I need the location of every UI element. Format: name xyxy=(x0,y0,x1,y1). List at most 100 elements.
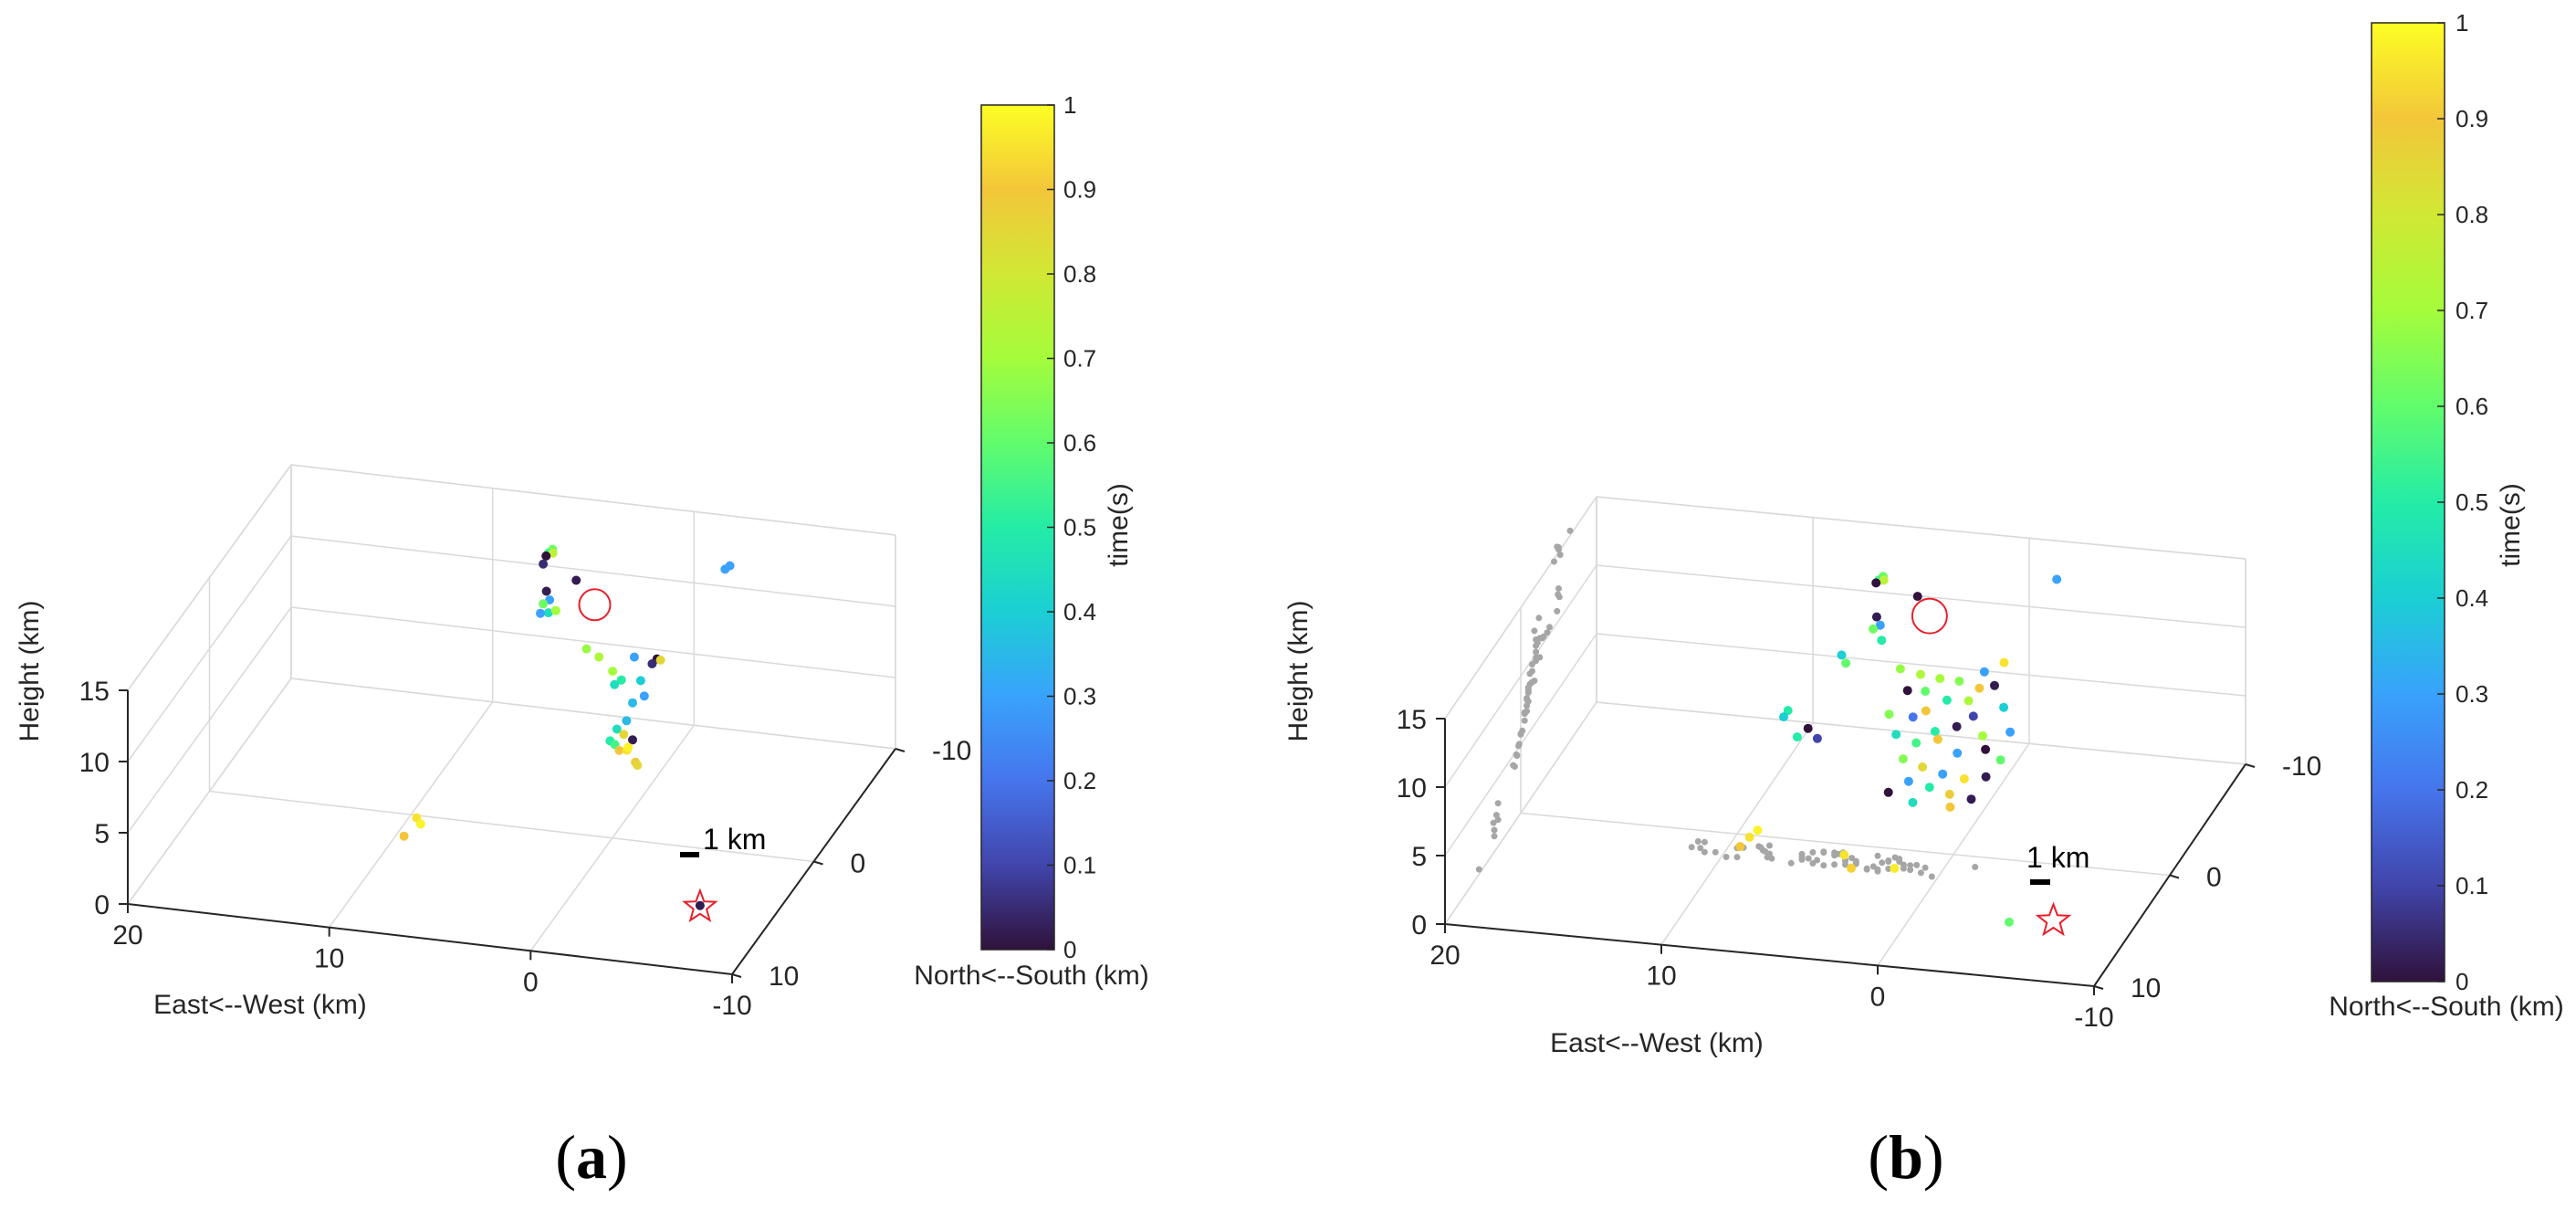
data-point xyxy=(1779,712,1788,722)
z-tick-label: 10 xyxy=(1397,773,1427,804)
z-axis-label: Height (km) xyxy=(15,600,45,741)
y-tick-label: 0 xyxy=(2206,863,2222,893)
data-point xyxy=(1908,712,1918,722)
z-tick-label: 5 xyxy=(1411,842,1427,872)
data-point xyxy=(1912,592,1922,602)
data-point xyxy=(612,724,622,734)
colorbar xyxy=(2371,22,2445,983)
projection-point-wall xyxy=(1531,627,1538,635)
projection-point-wall xyxy=(1494,816,1502,824)
data-point xyxy=(539,559,549,569)
y-axis-label: North<--South (km) xyxy=(914,961,1149,991)
data-point xyxy=(655,655,665,665)
data-point xyxy=(1803,723,1813,733)
projection-point-wall xyxy=(1533,654,1540,661)
projection-point-wall xyxy=(1490,819,1497,826)
projection-point-floor xyxy=(1733,854,1741,861)
data-point xyxy=(581,644,592,654)
colorbar-label: time(s) xyxy=(2496,483,2526,567)
data-point xyxy=(1953,748,1963,758)
x-axis-line xyxy=(127,903,733,975)
marker-star xyxy=(2035,901,2072,937)
projection-point-wall xyxy=(1524,702,1531,709)
projection-point-floor xyxy=(1766,842,1773,849)
panel-label: (a) xyxy=(555,1122,627,1192)
data-point xyxy=(1847,863,1856,873)
y-tick-label: -10 xyxy=(2282,751,2321,782)
colorbar-tick-label: 0.6 xyxy=(2456,393,2488,420)
projection-point-floor xyxy=(1712,848,1719,856)
colorbar-tick-label: 0 xyxy=(1063,936,1076,963)
data-point xyxy=(1979,667,1989,677)
projection-point-floor xyxy=(1972,864,1979,870)
projection-point-wall xyxy=(1491,833,1498,840)
projection-point-wall xyxy=(1554,607,1561,615)
y-tick-label: 10 xyxy=(2131,973,2161,1004)
data-point xyxy=(1963,696,1974,706)
projection-point-wall xyxy=(1524,696,1531,703)
data-point xyxy=(622,716,632,726)
projection-point-floor xyxy=(1809,849,1817,856)
data-point xyxy=(1952,721,1962,731)
data-point xyxy=(1916,669,1925,679)
data-point xyxy=(1871,612,1881,622)
data-point xyxy=(1995,755,2005,765)
data-point xyxy=(647,659,657,668)
projection-point-floor xyxy=(1913,861,1921,868)
y-axis-label: North<--South (km) xyxy=(2329,992,2564,1022)
y-tick-mark xyxy=(2245,763,2256,768)
data-point xyxy=(628,698,637,708)
data-point xyxy=(614,745,624,755)
projection-point-floor xyxy=(1697,845,1704,852)
data-point xyxy=(1902,686,1912,696)
projection-point-floor xyxy=(1694,838,1702,845)
projection-point-wall xyxy=(1533,636,1540,643)
data-point xyxy=(1753,825,1763,835)
projection-point-wall xyxy=(1524,708,1531,715)
grid-line xyxy=(127,678,292,905)
grid-line xyxy=(1444,564,1597,788)
data-point xyxy=(543,608,553,618)
box-edge xyxy=(127,464,292,691)
z-tick-label: 0 xyxy=(94,890,110,920)
projection-point-wall xyxy=(1555,585,1562,592)
projection-point-wall xyxy=(1531,678,1538,685)
projection-point-wall xyxy=(1529,661,1535,667)
projection-point-wall xyxy=(1475,866,1482,873)
data-point xyxy=(1911,738,1922,748)
colorbar-tick-label: 0.2 xyxy=(1063,767,1096,794)
marker-circle xyxy=(578,588,612,622)
grid-line xyxy=(1520,812,2171,877)
z-tick-label: 10 xyxy=(79,748,110,778)
projection-point-floor xyxy=(1701,838,1708,846)
data-point xyxy=(1898,754,1908,764)
colorbar-tick-label: 0.6 xyxy=(1063,429,1096,457)
colorbar-tick-label: 0.7 xyxy=(1063,345,1096,373)
data-point xyxy=(1903,776,1913,786)
projection-point-wall xyxy=(1494,800,1502,807)
projection-point-floor xyxy=(1874,866,1881,873)
data-point xyxy=(1999,657,2009,667)
y-tick-mark xyxy=(895,748,906,752)
data-point xyxy=(619,730,629,740)
projection-point-floor xyxy=(1814,856,1821,864)
grid-line xyxy=(1596,701,2246,765)
data-point xyxy=(610,679,620,689)
colorbar-tick-label: 0.9 xyxy=(1063,176,1096,204)
projection-point-floor xyxy=(1917,869,1924,877)
x-tick-label: -10 xyxy=(2074,1003,2113,1033)
colorbar-tick-label: 0.4 xyxy=(2456,584,2488,612)
data-point xyxy=(2005,727,2016,737)
data-point xyxy=(536,608,545,618)
data-point xyxy=(623,742,634,752)
data-point xyxy=(1944,789,1954,799)
colorbar-tick-label: 1 xyxy=(1063,91,1076,119)
data-point xyxy=(1990,680,1999,690)
y-tick-label: 0 xyxy=(851,849,866,879)
projection-point-floor xyxy=(1907,867,1914,874)
data-point xyxy=(608,667,618,677)
data-point xyxy=(1875,620,1885,630)
x-tick-label: 0 xyxy=(1870,982,1886,1012)
